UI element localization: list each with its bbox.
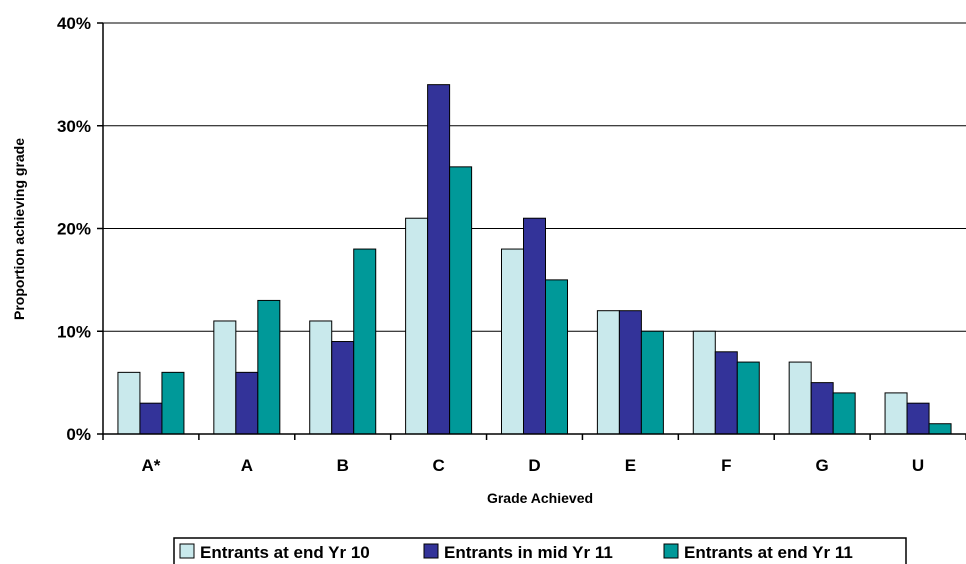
x-tick-labels: A* A B C D E F G U — [141, 456, 924, 475]
bar-d-series-1 — [501, 248, 524, 435]
axes — [97, 22, 966, 440]
y-tick-label: 40% — [57, 14, 91, 33]
x-tick-label: E — [625, 456, 636, 475]
bar-d-series-2 — [523, 217, 546, 435]
bar-a-series-1 — [213, 320, 237, 435]
bar-d-series-3 — [545, 279, 568, 435]
bar-astar-series-1 — [117, 371, 141, 435]
legend-label-end-yr11: Entrants at end Yr 11 — [684, 543, 853, 562]
bar-g-series-3 — [832, 392, 856, 435]
bar-astar-series-2 — [139, 402, 163, 435]
bar-e-series-1 — [596, 310, 620, 435]
x-axis-label: Grade Achieved — [487, 490, 593, 506]
y-tick-label: 10% — [57, 322, 91, 341]
bar-b-series-3 — [353, 248, 377, 435]
y-axis-label: Proportion achieving grade — [11, 138, 27, 320]
bar-g-series-2 — [810, 382, 834, 435]
x-tick-label: B — [337, 456, 349, 475]
legend-swatch-end-yr11 — [663, 543, 679, 559]
x-tick-label: A — [241, 456, 253, 475]
bar-f-series-2 — [714, 351, 738, 435]
legend-label-mid-yr11: Entrants in mid Yr 11 — [444, 543, 613, 562]
x-tick-label: D — [528, 456, 540, 475]
legend-label-end-yr10: Entrants at end Yr 10 — [200, 543, 370, 562]
bar-c-series-1 — [405, 217, 429, 435]
legend-swatch-mid-yr11 — [423, 543, 439, 559]
bar-b-series-1 — [309, 320, 333, 435]
bar-a-series-2 — [235, 371, 259, 435]
x-tick-label: G — [816, 456, 829, 475]
y-tick-label: 30% — [57, 117, 91, 136]
x-tick-label: A* — [141, 456, 160, 475]
y-tick-labels: 0% 10% 20% 30% 40% — [57, 14, 91, 444]
y-tick-label: 20% — [57, 220, 91, 239]
bar-u-series-2 — [906, 402, 930, 435]
y-tick-label: 0% — [66, 425, 91, 444]
bar-astar-series-3 — [161, 371, 185, 435]
legend-swatch-end-yr10 — [179, 543, 195, 559]
x-tick-label: U — [912, 456, 924, 475]
legend: Entrants at end Yr 10 Entrants in mid Yr… — [173, 537, 907, 564]
bar-f-series-1 — [692, 330, 716, 435]
bar-c-series-3 — [449, 166, 473, 435]
bar-c-series-2 — [427, 84, 451, 435]
x-tick-label: C — [432, 456, 444, 475]
bar-f-series-3 — [736, 361, 760, 435]
bar-u-series-1 — [884, 392, 908, 435]
bar-b-series-2 — [331, 341, 355, 435]
bar-e-series-3 — [640, 330, 664, 435]
bar-e-series-2 — [618, 310, 642, 435]
bar-g-series-1 — [788, 361, 812, 435]
bars — [117, 84, 952, 435]
x-tick-label: F — [721, 456, 731, 475]
bar-u-series-3 — [928, 423, 952, 435]
bar-a-series-3 — [257, 299, 281, 435]
legend-box — [173, 537, 907, 564]
